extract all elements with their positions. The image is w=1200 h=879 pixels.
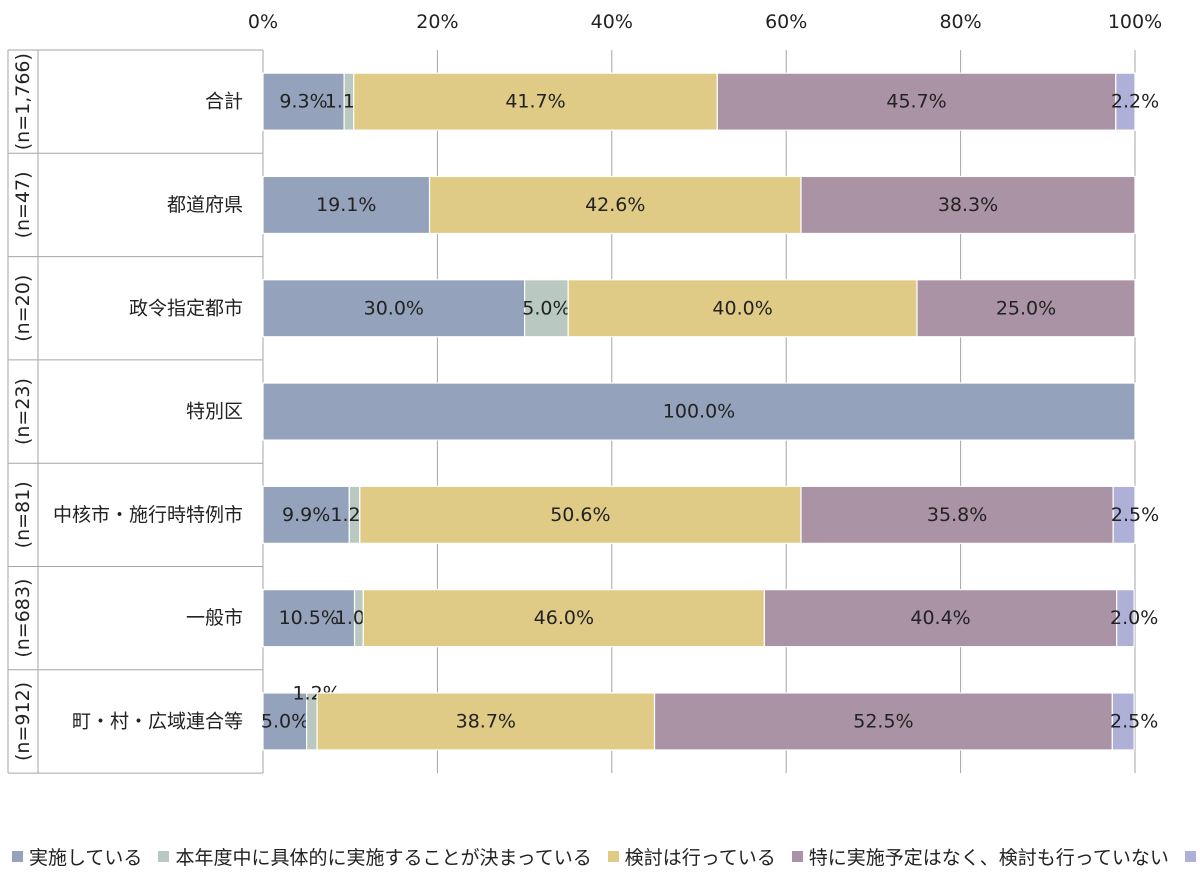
bar-segment	[262, 485, 350, 544]
data-label: 45.7%	[886, 91, 946, 113]
data-label: 9.3%	[279, 91, 327, 113]
category-label: 特別区	[186, 401, 243, 423]
bar-segment	[653, 692, 1113, 751]
sample-size-label: (n=81)	[12, 481, 34, 548]
category-label: 町・村・広域連合等	[72, 710, 243, 732]
bar-segment	[262, 589, 356, 648]
category-label: 合計	[205, 91, 243, 113]
bar-segment	[262, 692, 308, 751]
data-label: 5.0%	[522, 297, 570, 319]
sample-size-label: (n=1,766)	[12, 53, 34, 150]
data-label: 9.9%	[282, 504, 330, 526]
legend: 実施している 本年度中に具体的に実施することが決まっている 検討は行っている 特に実施…	[12, 842, 1197, 870]
x-tick-label: 40%	[591, 11, 633, 33]
legend-label: 実施している	[29, 846, 143, 869]
bar-segment	[716, 72, 1117, 131]
data-label: 25.0%	[996, 297, 1056, 319]
bar-segment	[567, 279, 918, 338]
legend-item: 実施している	[12, 843, 142, 870]
data-label: 2.5%	[1110, 710, 1158, 732]
legend-item: 本年度中に具体的に実施することが決まっている	[158, 843, 592, 870]
bar-segment	[359, 485, 802, 544]
bar-segment	[1111, 692, 1135, 751]
sample-size-label: (n=912)	[12, 682, 34, 761]
data-label: 38.7%	[456, 710, 516, 732]
data-label: 2.0%	[1110, 607, 1158, 629]
data-label: 41.7%	[505, 91, 565, 113]
data-label: 19.1%	[316, 194, 376, 216]
bar-segment	[763, 589, 1118, 648]
legend-swatch	[791, 850, 803, 862]
x-tick-label: 80%	[939, 11, 981, 33]
data-label: 2.5%	[1111, 504, 1159, 526]
x-tick-label: 60%	[765, 11, 807, 33]
data-label: 40.4%	[910, 607, 970, 629]
data-label: 30.0%	[364, 297, 424, 319]
x-tick-label: 100%	[1108, 11, 1162, 33]
legend-label: 特に実施予定はなく、検討も行っていない	[808, 846, 1169, 869]
legend-label: 本年度中に具体的に実施することが決まっている	[175, 846, 592, 869]
data-label: 35.8%	[927, 504, 987, 526]
category-label: 都道府県	[167, 194, 243, 216]
legend-swatch	[1184, 850, 1196, 862]
legend-swatch	[607, 850, 619, 862]
category-label: 一般市	[186, 607, 243, 629]
x-tick-label: 0%	[248, 11, 278, 33]
bar-segment	[800, 175, 1136, 235]
legend-label: 検討は行っている	[624, 846, 776, 869]
data-label: 2.2%	[1111, 91, 1159, 113]
bar-segment	[1112, 485, 1136, 544]
bar-segment	[353, 72, 718, 131]
bar-segment	[316, 692, 656, 751]
bar-segment	[262, 279, 526, 338]
data-label: 5.0%	[261, 710, 309, 732]
sample-size-label: (n=23)	[12, 378, 34, 445]
data-label: 46.0%	[534, 607, 594, 629]
bar-segment	[262, 382, 1136, 441]
category-label: 政令指定都市	[129, 297, 243, 319]
bar-segment	[1116, 589, 1135, 648]
data-label: 42.6%	[585, 194, 645, 216]
stacked-bar-chart: 0% 20% 40% 60% 80% 100%(n=1,766) 合計 9.3%1.1% 41.…	[7, 11, 1162, 774]
data-label: 40.0%	[712, 297, 772, 319]
legend-item: 無回答	[1184, 843, 1200, 870]
legend-swatch	[12, 850, 23, 862]
legend-item: 特に実施予定はなく、検討も行っていない	[791, 843, 1169, 870]
data-label: 50.6%	[550, 504, 610, 526]
bar-segment	[1115, 72, 1136, 131]
data-label: 52.5%	[853, 710, 913, 732]
legend-swatch	[158, 850, 170, 862]
bar-segment	[262, 72, 345, 131]
bar-segment	[428, 175, 802, 235]
legend-item: 検討は行っている	[607, 843, 776, 870]
sample-size-label: (n=20)	[12, 275, 34, 342]
data-label: 100.0%	[663, 401, 735, 423]
sample-size-label: (n=47)	[12, 171, 34, 238]
x-tick-label: 20%	[416, 11, 458, 33]
bar-segment	[916, 279, 1136, 338]
data-label: 38.3%	[938, 194, 998, 216]
sample-size-label: (n=683)	[12, 579, 34, 658]
bar-segment	[800, 485, 1114, 544]
data-label: 10.5%	[279, 607, 339, 629]
category-label: 中核市・施行時特例市	[53, 504, 243, 526]
